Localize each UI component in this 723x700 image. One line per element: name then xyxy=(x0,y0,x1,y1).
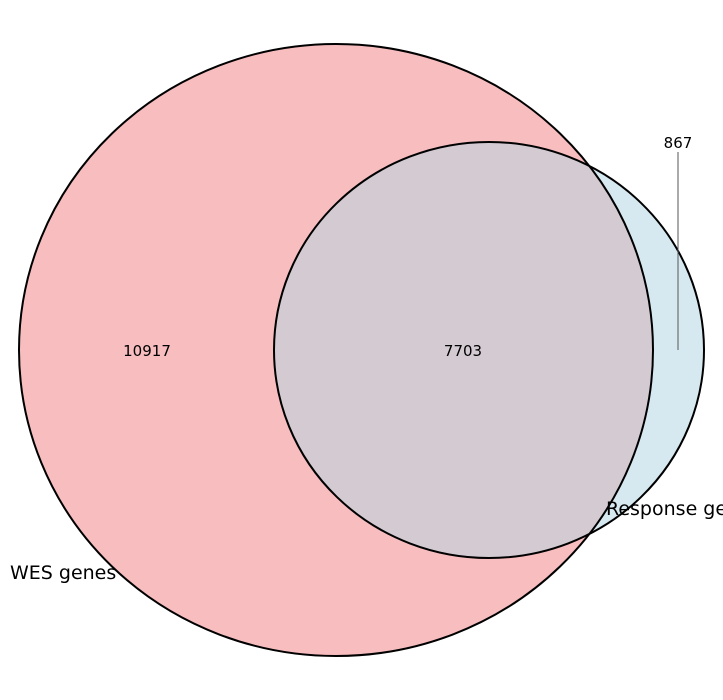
response-genes-set-label: Response genes xyxy=(606,498,723,520)
wes-genes-set-label: WES genes xyxy=(10,562,116,584)
wes-genes-outline xyxy=(18,43,654,657)
overlap-region xyxy=(274,142,653,558)
wes-only-count: 10917 xyxy=(123,342,171,360)
response-genes-outline xyxy=(273,141,705,559)
intersection-count: 7703 xyxy=(444,342,482,360)
response-only-count: 867 xyxy=(664,134,693,152)
